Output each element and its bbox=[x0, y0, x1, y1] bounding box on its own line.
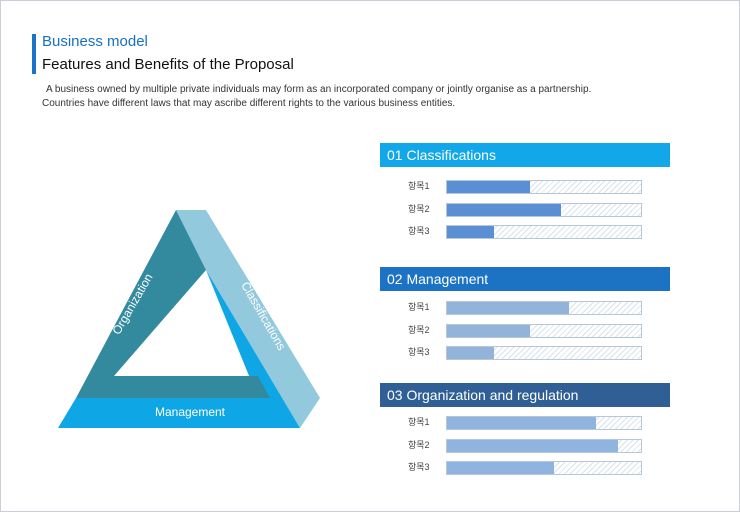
bar-fill bbox=[447, 347, 494, 359]
title-accent-bar bbox=[32, 34, 36, 74]
bar-row: 항목2 bbox=[380, 319, 670, 342]
bar-row: 항목3 bbox=[380, 220, 670, 243]
bar-fill bbox=[447, 462, 554, 474]
triangle-label-management: Management bbox=[155, 405, 226, 419]
bar-fill bbox=[447, 181, 531, 193]
section-classifications: 01 Classifications 항목1 항목2 항목3 bbox=[380, 143, 670, 243]
bar-track bbox=[446, 202, 642, 217]
bar-row: 항목1 bbox=[380, 296, 670, 319]
bar-label: 항목1 bbox=[408, 302, 430, 312]
bar-row: 항목3 bbox=[380, 341, 670, 364]
section-header: 03 Organization and regulation bbox=[380, 383, 670, 407]
bar-row: 항목1 bbox=[380, 411, 670, 434]
bar-label: 항목3 bbox=[408, 226, 430, 236]
triangle-face-management bbox=[58, 270, 300, 428]
bar-label: 항목2 bbox=[408, 203, 430, 214]
section-header: 02 Management bbox=[380, 267, 670, 291]
bar-row: 항목2 bbox=[380, 198, 670, 221]
bar-label: 항목2 bbox=[408, 324, 430, 335]
section-organization-regulation: 03 Organization and regulation 항목1 항목2 항… bbox=[380, 383, 670, 479]
bar-label: 항목2 bbox=[408, 439, 430, 450]
bar-row: 항목3 bbox=[380, 456, 670, 479]
bar-track bbox=[446, 225, 642, 239]
section-management: 02 Management 항목1 항목2 항목3 bbox=[380, 267, 670, 364]
bar-track bbox=[446, 461, 642, 475]
bar-fill bbox=[447, 417, 597, 429]
page-title: Business model bbox=[42, 33, 148, 50]
bar-label: 항목1 bbox=[408, 181, 430, 191]
bar-row: 항목2 bbox=[380, 434, 670, 457]
triangle-face-organization bbox=[76, 210, 270, 398]
description-line-1: A business owned by multiple private ind… bbox=[46, 84, 592, 95]
bar-label: 항목3 bbox=[408, 462, 430, 472]
bar-track bbox=[446, 180, 642, 194]
description: A business owned by multiple private ind… bbox=[42, 83, 642, 111]
bar-track bbox=[446, 438, 642, 453]
penrose-triangle-diagram: Organization Classifications Management bbox=[58, 210, 320, 428]
bar-track bbox=[446, 346, 642, 360]
bar-label: 항목3 bbox=[408, 347, 430, 357]
bar-fill bbox=[447, 203, 562, 216]
triangle-face-classifications bbox=[176, 210, 320, 428]
bar-fill bbox=[447, 226, 494, 238]
bar-track bbox=[446, 416, 642, 430]
bar-label: 항목1 bbox=[408, 417, 430, 427]
page-subtitle: Features and Benefits of the Proposal bbox=[42, 56, 294, 73]
bar-track bbox=[446, 301, 642, 315]
bar-fill bbox=[447, 439, 618, 452]
description-line-2: Countries have different laws that may a… bbox=[42, 98, 456, 109]
section-header: 01 Classifications bbox=[380, 143, 670, 167]
bar-fill bbox=[447, 324, 531, 337]
bar-row: 항목1 bbox=[380, 175, 670, 198]
bar-track bbox=[446, 323, 642, 338]
bar-fill bbox=[447, 302, 570, 314]
